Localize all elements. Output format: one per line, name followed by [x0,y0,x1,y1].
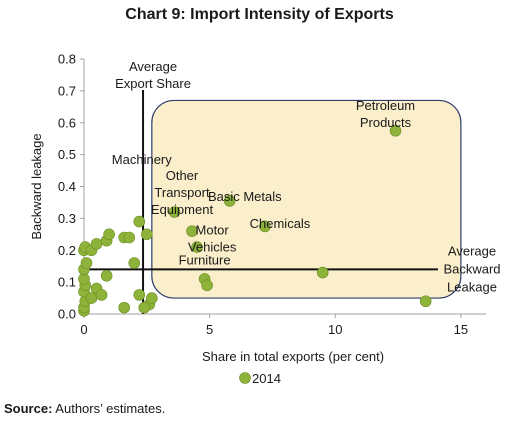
x-tick-label: 0 [80,322,87,337]
reference-lines: Average Export Share Average Backward Leakag… [84,59,501,314]
x-tick-label: 5 [206,322,213,337]
data-label: Machinery [112,152,172,167]
data-label: Transport [154,185,210,200]
data-label: Equipment [151,202,214,217]
data-point [80,257,93,269]
average-export-share-label: Average [129,59,177,74]
x-axis-label: Share in total exports (per cent) [202,349,384,364]
data-point [146,292,158,304]
average-backward-leakage-label: Leakage [447,279,497,294]
y-tick-label: 0.5 [58,147,76,162]
y-tick-label: 0.4 [58,179,76,194]
data-point [133,289,146,301]
data-point [133,215,146,228]
data-point [100,269,113,282]
legend-label: 2014 [252,371,281,386]
data-point [186,225,198,237]
x-tick-label: 15 [454,322,468,337]
data-label: Other [166,168,199,183]
data-point [128,257,141,269]
source-label: Source: [4,401,53,416]
data-label: Vehicles [188,239,237,254]
data-label: Products [360,115,412,130]
data-point [138,301,151,314]
data-point [191,241,203,253]
data-label: Basic Metals [208,189,282,204]
average-backward-leakage-label: Average [448,243,496,258]
highlight-region [151,99,462,299]
data-point [419,295,432,308]
average-backward-leakage-label: Backward [443,261,500,276]
chart-title: Chart 9: Import Intensity of Exports [125,6,394,23]
y-tick-label: 0.7 [58,83,76,98]
data-point [141,228,153,241]
data-point [316,266,329,279]
data-point [118,301,130,314]
legend-marker [239,372,251,384]
y-axis-label: Backward leakage [29,133,44,239]
data-point [201,279,213,292]
data-point [223,195,236,207]
data-point [90,238,103,250]
y-tick-label: 0.2 [58,243,76,258]
data-point [103,228,115,241]
highlight-region-layer [151,99,462,299]
axes: 0.0 0.1 0.2 0.3 0.4 0.5 0.6 0.7 0.8 0 5 10 15 Share i… [29,52,486,364]
y-tick-label: 0.8 [58,52,76,67]
data-point [389,124,402,137]
data-label: Motor [196,222,230,237]
x-tick-label: 10 [328,322,342,337]
y-tick-label: 0.0 [58,307,76,322]
y-tick-label: 0.3 [58,211,76,226]
y-tick-label: 0.1 [58,275,76,290]
data-point [123,231,136,244]
data-label: Chemicals [250,216,311,231]
source-note: Source: Authors’ estimates. [4,401,165,416]
data-point [95,289,108,301]
data-points [78,124,432,317]
data-label: Furniture [179,253,231,268]
legend: 2014 [239,371,281,386]
source-text: Authors’ estimates. [52,401,166,416]
data-point [168,206,181,218]
y-tick-label: 0.6 [58,115,76,130]
data-label: Petroleum [356,98,415,113]
average-export-share-label: Export Share [115,76,191,91]
data-point [85,292,98,304]
data-point [259,220,271,233]
